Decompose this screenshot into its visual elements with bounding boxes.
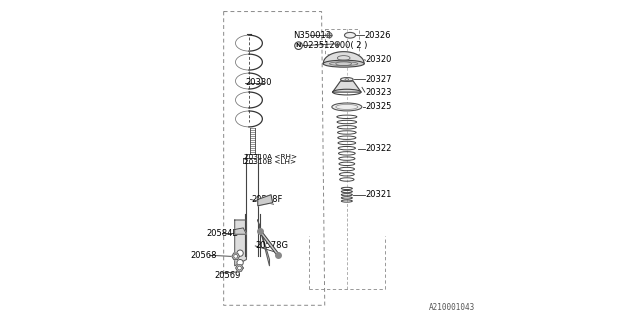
Circle shape <box>335 42 340 46</box>
Ellipse shape <box>323 60 364 67</box>
Text: 20321: 20321 <box>365 190 392 199</box>
Text: 20322: 20322 <box>365 144 392 154</box>
Text: 20578F: 20578F <box>251 195 282 204</box>
Text: 20330: 20330 <box>246 78 272 87</box>
Ellipse shape <box>332 103 362 111</box>
Text: 023512000( 2 ): 023512000( 2 ) <box>303 41 367 50</box>
Ellipse shape <box>340 77 353 81</box>
Text: 20327: 20327 <box>365 75 392 84</box>
Text: 20320: 20320 <box>365 55 392 64</box>
Circle shape <box>234 254 237 258</box>
Text: 20584D: 20584D <box>206 229 239 238</box>
Text: A210001043: A210001043 <box>429 303 475 312</box>
Text: N: N <box>296 43 301 48</box>
Text: 20310A <RH>: 20310A <RH> <box>244 155 298 160</box>
Polygon shape <box>333 81 361 92</box>
Text: 20326: 20326 <box>365 31 391 40</box>
Circle shape <box>237 260 243 266</box>
Polygon shape <box>236 265 243 271</box>
Ellipse shape <box>344 32 356 38</box>
Polygon shape <box>258 195 273 206</box>
Text: 20325: 20325 <box>365 102 392 111</box>
Circle shape <box>295 42 302 50</box>
Polygon shape <box>235 220 246 266</box>
Text: 20323: 20323 <box>365 88 392 97</box>
Text: 20578G: 20578G <box>256 241 289 251</box>
Text: 20310B <LH>: 20310B <LH> <box>244 159 296 165</box>
Polygon shape <box>323 52 364 64</box>
Polygon shape <box>232 253 239 260</box>
Circle shape <box>327 33 332 38</box>
Circle shape <box>237 250 243 256</box>
Text: 20569: 20569 <box>214 271 241 280</box>
Text: 20568: 20568 <box>191 251 217 260</box>
Circle shape <box>237 266 241 270</box>
Text: N350013: N350013 <box>293 31 332 40</box>
Polygon shape <box>235 228 246 234</box>
Polygon shape <box>258 220 269 266</box>
